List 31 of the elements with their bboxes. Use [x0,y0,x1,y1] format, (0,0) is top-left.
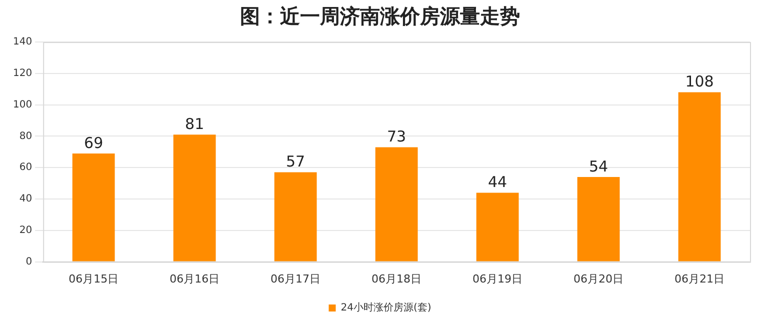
bar [274,172,317,262]
y-tick-label: 100 [12,99,32,110]
data-label: 69 [84,134,104,152]
x-tick-label: 06月21日 [674,272,725,286]
data-label: 54 [588,157,608,176]
x-tick-label: 06月19日 [472,272,523,286]
data-label: 57 [286,152,306,171]
y-tick-label: 120 [12,68,32,79]
y-tick-label: 20 [19,224,32,236]
chart-title: 图：近一周济南涨价房源量走势 [240,4,520,28]
y-tick-label: 40 [19,194,32,205]
y-tick-label: 80 [19,130,32,142]
x-tick-label: 06月17日 [270,272,321,286]
data-label: 81 [185,115,204,134]
x-tick-label: 06月15日 [68,272,119,286]
data-label: 108 [685,72,714,91]
y-tick-label: 60 [19,162,32,174]
data-label: 44 [488,173,508,192]
y-tick-label: 140 [12,36,32,48]
bar [476,192,519,262]
bar [375,147,418,262]
data-label: 73 [386,128,406,146]
x-tick-label: 06月20日 [574,272,624,286]
y-tick-label: 0 [26,256,32,268]
bar [72,153,115,262]
bar [577,177,620,262]
legend-label: 24小时涨价房源(套) [340,302,432,314]
bar [173,134,216,262]
x-tick-label: 06月16日 [170,272,220,286]
x-tick-label: 06月18日 [372,272,422,286]
bar [678,92,721,262]
